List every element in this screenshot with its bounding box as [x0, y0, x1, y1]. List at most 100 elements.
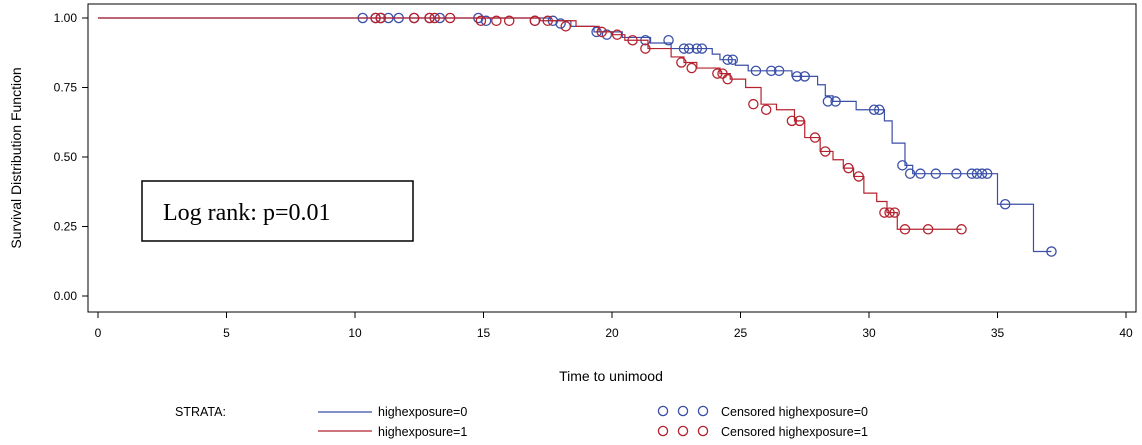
censor-marker [791, 71, 803, 82]
censor-marker [843, 162, 854, 174]
censor-marker [480, 15, 492, 27]
x-tick-label: 20 [605, 326, 619, 340]
censor-marker [773, 65, 785, 77]
censor-marker [897, 160, 908, 171]
x-tick-label: 15 [477, 326, 491, 340]
log-rank-annotation: Log rank: p=0.01 [141, 180, 414, 242]
censor-marker [375, 12, 386, 24]
censor-marker [930, 168, 942, 179]
censor-marker [696, 43, 708, 54]
legend-censor-label-exposure-1: Censored highexposure=1 [721, 425, 868, 439]
censor-marker [424, 12, 435, 24]
y-axis-title: Survival Distribution Function [8, 67, 24, 248]
survival-step-line [98, 17, 962, 230]
censor-marker [691, 43, 703, 54]
censor-marker [786, 115, 798, 127]
censor-marker [822, 96, 834, 107]
censor-marker [915, 168, 926, 179]
censor-marker [444, 12, 456, 24]
censor-marker [663, 34, 674, 46]
annotation-text: Log rank: p=0.01 [163, 200, 331, 226]
censor-marker [683, 43, 695, 54]
censor-marker [889, 207, 900, 218]
censor-marker [596, 26, 607, 38]
censor-marker [760, 104, 772, 115]
censor-marker [722, 54, 733, 65]
censor-marker [475, 15, 487, 27]
censor-marker [830, 96, 841, 107]
censor-marker [529, 15, 541, 27]
censor-marker [956, 224, 967, 235]
censor-marker [966, 168, 978, 179]
censor-marker [884, 207, 895, 218]
y-tick-label: 0.50 [54, 150, 78, 164]
censor-marker [766, 65, 777, 77]
censor-marker [722, 73, 733, 85]
censor-marker [922, 224, 934, 235]
x-tick-label: 5 [223, 326, 230, 340]
legend-censor-marker [677, 405, 689, 417]
legend-censor-label-exposure-0: Censored highexposure=0 [721, 405, 868, 419]
censor-marker [853, 171, 864, 182]
x-tick-label: 35 [991, 326, 1005, 340]
legend-censor-marker [657, 425, 669, 437]
censor-marker [611, 29, 623, 40]
censor-marker [981, 168, 993, 179]
x-axis-ticks: 0 5 10 15 20 25 30 35 40 [95, 312, 1133, 340]
censor-marker [712, 68, 723, 79]
censor-marker [748, 98, 759, 110]
x-tick-label: 30 [862, 326, 876, 340]
y-tick-label: 0.00 [54, 289, 78, 303]
censor-marker [370, 12, 381, 24]
legend-title: STRATA: [175, 405, 226, 419]
censor-marker [750, 65, 762, 77]
annotation-box [141, 180, 414, 242]
censor-marker [542, 15, 554, 27]
y-axis-ticks: 0.00 0.25 0.50 0.75 1.00 [54, 11, 88, 303]
legend-censor-marker [697, 425, 709, 437]
censor-marker [794, 115, 805, 127]
censor-marker [678, 43, 690, 54]
x-tick-label: 40 [1119, 326, 1133, 340]
censor-marker [429, 12, 440, 24]
censor-marker [640, 43, 651, 54]
censor-marker [799, 71, 811, 82]
censor-marker [676, 57, 687, 68]
censor-marker [820, 146, 831, 157]
y-tick-label: 1.00 [54, 11, 78, 25]
series-layer [98, 12, 1057, 257]
legend-censor-markers-exposure-0 [657, 405, 709, 417]
x-tick-label: 10 [348, 326, 362, 340]
censor-marker [879, 207, 890, 218]
censor-marker [868, 104, 880, 115]
censor-marker [1046, 246, 1057, 257]
x-axis-title: Time to unimood [559, 368, 663, 384]
censor-marker [951, 168, 962, 179]
censor-marker [503, 15, 515, 27]
censor-marker [560, 21, 571, 32]
censor-marker [727, 54, 739, 65]
x-tick-label: 0 [95, 326, 102, 340]
y-tick-label: 0.25 [54, 220, 78, 234]
legend-label-exposure-0: highexposure=0 [378, 405, 467, 419]
censor-marker [555, 18, 566, 29]
legend-censor-marker [697, 405, 709, 417]
legend-censor-marker [677, 425, 689, 437]
series-highexposure-1 [98, 12, 967, 235]
censor-marker [976, 168, 988, 179]
plot-frame [87, 3, 1137, 313]
censor-marker [904, 168, 916, 179]
legend: STRATA: highexposure=0 highexposure=1 Ce… [175, 405, 868, 439]
censor-marker [686, 62, 697, 74]
x-tick-label: 25 [734, 326, 748, 340]
censor-marker [809, 132, 821, 143]
legend-label-exposure-1: highexposure=1 [378, 425, 467, 439]
censor-marker [874, 104, 885, 115]
censor-marker [491, 15, 502, 27]
legend-censor-marker [657, 405, 669, 417]
censor-marker [627, 34, 638, 46]
y-tick-label: 0.75 [54, 81, 78, 95]
censor-marker [971, 168, 983, 179]
censor-marker [408, 12, 420, 24]
